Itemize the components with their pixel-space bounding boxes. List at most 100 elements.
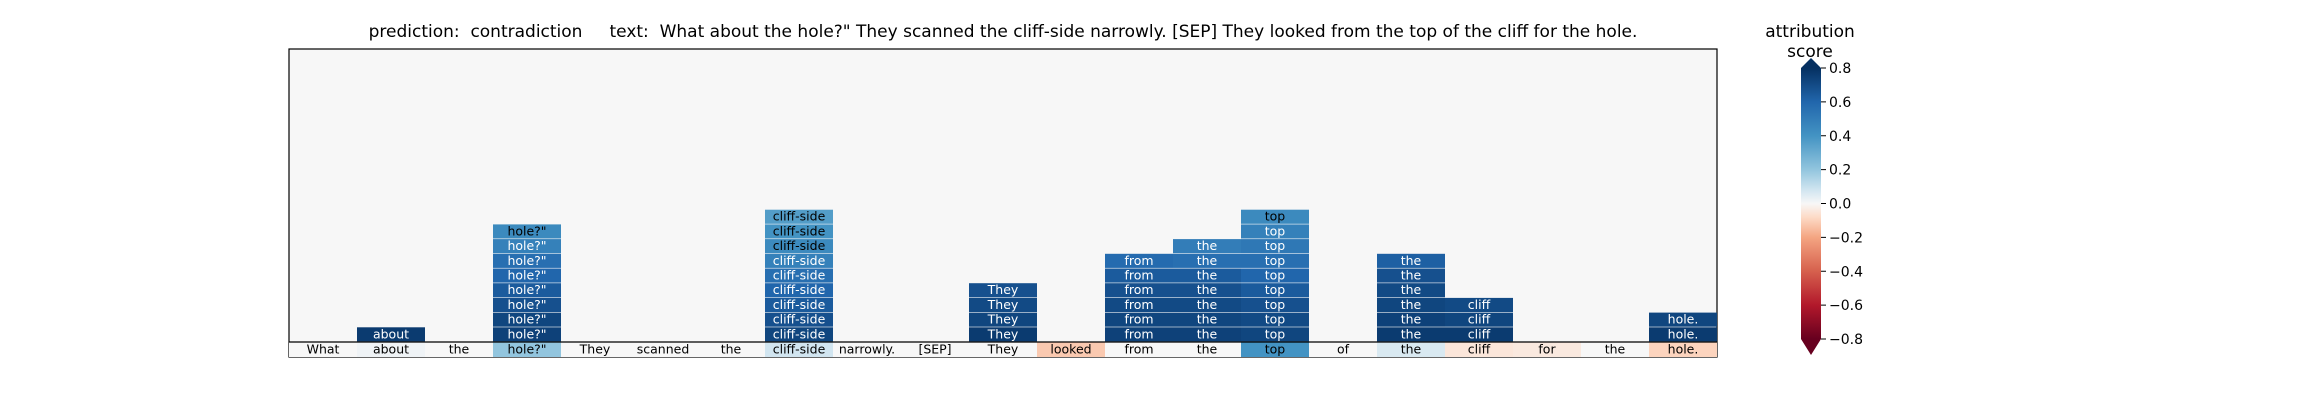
baseline-cell bbox=[765, 342, 833, 357]
attribution-cell bbox=[493, 283, 561, 298]
attribution-cell bbox=[493, 239, 561, 254]
text-label: text: bbox=[609, 22, 649, 42]
colorbar-tick-label: −0.8 bbox=[1829, 332, 1863, 348]
attribution-token-label: the bbox=[1197, 268, 1218, 283]
attribution-cell bbox=[1241, 297, 1309, 312]
attribution-token-label: the bbox=[1401, 282, 1422, 297]
baseline-cell bbox=[1309, 342, 1377, 357]
baseline-token-label: hole?" bbox=[507, 342, 546, 357]
baseline-token-label: from bbox=[1124, 342, 1153, 357]
attribution-token-label: the bbox=[1401, 326, 1422, 341]
attribution-token-label: hole?" bbox=[507, 326, 546, 341]
baseline-token-label: hole. bbox=[1668, 342, 1699, 357]
attribution-cell bbox=[1377, 327, 1445, 342]
baseline-cell bbox=[1377, 342, 1445, 357]
attribution-cell bbox=[1377, 268, 1445, 283]
baseline-cell bbox=[1513, 342, 1581, 357]
attribution-cell bbox=[1241, 268, 1309, 283]
attribution-cell bbox=[493, 297, 561, 312]
attribution-cell bbox=[1649, 312, 1717, 327]
attribution-token-label: cliff-side bbox=[773, 282, 826, 297]
attribution-token-label: top bbox=[1265, 253, 1286, 268]
baseline-cell bbox=[493, 342, 561, 357]
attribution-token-label: cliff-side bbox=[773, 326, 826, 341]
attribution-cell bbox=[765, 268, 833, 283]
attribution-token-label: top bbox=[1265, 238, 1286, 253]
attribution-token-label: cliff-side bbox=[773, 268, 826, 283]
baseline-token-label: the bbox=[1197, 342, 1218, 357]
baseline-token-label: the bbox=[449, 342, 470, 357]
colorbar-tick-label: 0.8 bbox=[1829, 61, 1851, 77]
heatmap-cells: What about the hole?" They scanned the cliff-si… bbox=[289, 209, 1717, 357]
attribution-token-label: cliff-side bbox=[773, 253, 826, 268]
attribution-cell bbox=[1105, 283, 1173, 298]
text-value: What about the hole?" They scanned the c… bbox=[659, 22, 1638, 42]
baseline-token-label: [SEP] bbox=[918, 342, 951, 357]
baseline-cell bbox=[969, 342, 1037, 357]
attribution-token-label: hole?" bbox=[507, 268, 546, 283]
baseline-cell bbox=[1173, 342, 1241, 357]
attribution-token-label: the bbox=[1401, 268, 1422, 283]
attribution-token-label: top bbox=[1265, 209, 1286, 224]
baseline-token-label: looked bbox=[1050, 342, 1091, 357]
attribution-token-label: top bbox=[1265, 268, 1286, 283]
baseline-cell bbox=[1241, 342, 1309, 357]
baseline-token-label: They bbox=[987, 342, 1019, 357]
attribution-cell bbox=[969, 297, 1037, 312]
baseline-cell bbox=[1649, 342, 1717, 357]
attribution-token-label: top bbox=[1265, 282, 1286, 297]
baseline-cell bbox=[289, 342, 357, 357]
attribution-cell bbox=[1377, 297, 1445, 312]
attribution-cell bbox=[1445, 312, 1513, 327]
attribution-cell bbox=[1173, 253, 1241, 268]
attribution-token-label: the bbox=[1197, 297, 1218, 312]
attribution-token-label: cliff bbox=[1468, 297, 1491, 312]
baseline-cell bbox=[697, 342, 765, 357]
chart-title: prediction: contradiction text: What abo… bbox=[288, 22, 1718, 42]
attribution-cell bbox=[1173, 297, 1241, 312]
attribution-token-label: from bbox=[1124, 312, 1153, 327]
attribution-cell bbox=[1241, 312, 1309, 327]
attribution-cell bbox=[1105, 253, 1173, 268]
attribution-cell bbox=[1173, 268, 1241, 283]
attribution-cell bbox=[1173, 327, 1241, 342]
attribution-token-label: hole. bbox=[1668, 312, 1699, 327]
attribution-cell bbox=[1241, 253, 1309, 268]
attribution-cell bbox=[1649, 327, 1717, 342]
colorbar-tick-label: 0.6 bbox=[1829, 95, 1851, 111]
attribution-token-label: the bbox=[1401, 312, 1422, 327]
attribution-token-label: hole. bbox=[1668, 326, 1699, 341]
attribution-token-label: from bbox=[1124, 268, 1153, 283]
attribution-token-label: hole?" bbox=[507, 253, 546, 268]
attribution-token-label: cliff-side bbox=[773, 238, 826, 253]
colorbar-gradient bbox=[1801, 68, 1821, 339]
baseline-cell bbox=[425, 342, 493, 357]
attribution-token-label: They bbox=[987, 297, 1019, 312]
attribution-token-label: hole?" bbox=[507, 282, 546, 297]
attribution-cell bbox=[493, 312, 561, 327]
attribution-cell bbox=[969, 312, 1037, 327]
attribution-cell bbox=[765, 312, 833, 327]
attribution-token-label: top bbox=[1265, 326, 1286, 341]
attribution-token-label: top bbox=[1265, 223, 1286, 238]
attribution-cell bbox=[969, 327, 1037, 342]
baseline-token-label: about bbox=[373, 342, 409, 357]
attribution-cell bbox=[1173, 283, 1241, 298]
baseline-token-label: They bbox=[579, 342, 611, 357]
attribution-cell bbox=[765, 239, 833, 254]
attribution-token-label: the bbox=[1197, 326, 1218, 341]
attribution-token-label: cliff-side bbox=[773, 209, 826, 224]
attribution-token-label: the bbox=[1401, 297, 1422, 312]
baseline-cell bbox=[833, 342, 901, 357]
baseline-token-label: top bbox=[1265, 342, 1286, 357]
attribution-token-label: hole?" bbox=[507, 223, 546, 238]
attribution-cell bbox=[765, 283, 833, 298]
attribution-token-label: cliff bbox=[1468, 312, 1491, 327]
attribution-cell bbox=[765, 209, 833, 224]
attribution-cell bbox=[1241, 327, 1309, 342]
attribution-cell bbox=[357, 327, 425, 342]
attribution-token-label: They bbox=[987, 326, 1019, 341]
colorbar-tick-label: 0.4 bbox=[1829, 129, 1851, 145]
attribution-cell bbox=[1241, 224, 1309, 239]
